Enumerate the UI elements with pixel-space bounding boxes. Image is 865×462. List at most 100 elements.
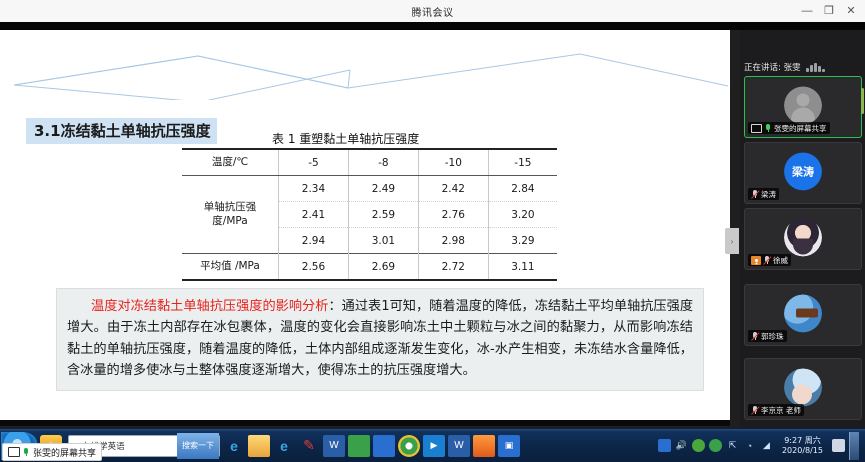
- table-header-temperature: 温度/℃: [182, 148, 279, 176]
- participant-namebar-1: 梁涛: [748, 188, 779, 200]
- rail-scrollbar[interactable]: [861, 88, 864, 114]
- folder-icon[interactable]: [248, 434, 270, 457]
- table-cell: 2.42: [417, 175, 489, 202]
- table-cell: 3.01: [347, 227, 419, 254]
- blue-app-icon[interactable]: [373, 434, 395, 457]
- screen-share-frame-top: [0, 22, 865, 30]
- table-row: 温度/℃ -5 -8 -10 -15: [182, 148, 557, 176]
- table-cell: -8: [347, 148, 419, 176]
- participant-tile-4[interactable]: 李京京 老师: [744, 358, 862, 420]
- now-speaking-text: 正在讲话: 张雯: [744, 63, 801, 73]
- table-cell: 2.59: [347, 201, 419, 228]
- close-icon[interactable]: ✕: [846, 4, 856, 17]
- search-input-value: 在线学英语: [82, 440, 125, 451]
- table-cell: 2.94: [278, 227, 349, 254]
- volume-icon[interactable]: 🔊: [675, 440, 688, 450]
- table-cell: -15: [487, 148, 557, 176]
- table-cell: 3.11: [487, 253, 557, 281]
- mic-off-icon: [751, 405, 760, 415]
- table-cell: 2.98: [417, 227, 489, 254]
- participant-tile-1[interactable]: 梁涛 梁涛: [744, 142, 862, 204]
- table-row: 单轴抗压强 度/MPa 2.34 2.49 2.42 2.84: [182, 175, 557, 254]
- search-button[interactable]: 搜索一下: [177, 432, 219, 459]
- minimize-icon[interactable]: —: [801, 4, 813, 17]
- mic-on-icon: [764, 123, 772, 133]
- orange-icon[interactable]: [473, 434, 495, 457]
- table-cell: 2.72: [417, 253, 489, 281]
- green-app-icon[interactable]: [348, 434, 370, 457]
- table-cell: 3.29: [487, 227, 557, 254]
- photo-avatar-icon: [784, 218, 822, 257]
- mic-on-icon: [23, 447, 30, 457]
- show-desktop-button[interactable]: [849, 431, 859, 460]
- screen-share-badge[interactable]: 张雯的屏幕共享: [2, 443, 103, 461]
- initials-avatar-icon: 梁涛: [784, 152, 822, 191]
- person-avatar-icon: [784, 86, 822, 125]
- participant-name: 梁涛: [761, 189, 776, 199]
- strength-label-line2: 度/MPa: [212, 214, 248, 227]
- table-cell: 2.69: [347, 253, 419, 281]
- chrome-icon[interactable]: [398, 434, 420, 457]
- mic-off-icon: [751, 189, 760, 199]
- maximize-icon[interactable]: ❐: [824, 4, 834, 17]
- media-icon[interactable]: ▶: [423, 434, 445, 457]
- host-icon: [751, 255, 761, 265]
- shield-icon[interactable]: [708, 439, 722, 452]
- table-cell: -10: [417, 148, 489, 176]
- table-cell: 2.41: [278, 201, 349, 228]
- avatar: [784, 86, 822, 125]
- participant-name: 李京京 老师: [761, 405, 801, 415]
- strength-label-line1: 单轴抗压强: [203, 201, 257, 214]
- word-icon[interactable]: W: [323, 434, 345, 457]
- tray-green-icon[interactable]: [691, 439, 705, 452]
- avatar: [784, 218, 822, 257]
- table-row: 平均值 /MPa 2.56 2.69 2.72 3.11: [182, 253, 557, 281]
- table-header-strength: 单轴抗压强 度/MPa: [182, 175, 279, 254]
- rail-collapse-handle[interactable]: ›: [725, 228, 739, 254]
- photo-avatar-icon: [784, 368, 822, 407]
- screen-share-badge-label: 张雯的屏幕共享: [33, 448, 97, 459]
- window-controls: — ❐ ✕: [797, 0, 861, 22]
- cam-icon[interactable]: ▣: [498, 434, 520, 457]
- decorative-zigzag-lines: [13, 53, 729, 100]
- signal-icon[interactable]: ◢: [763, 440, 770, 450]
- photo-avatar-icon: [784, 294, 822, 333]
- clock-date: 2020/8/15: [781, 445, 823, 455]
- participant-namebar-4: 李京京 老师: [748, 404, 804, 416]
- table-header-average: 平均值 /MPa: [182, 253, 279, 281]
- participant-namebar-0: 张雯的屏幕共享: [748, 122, 830, 134]
- table-cell: -5: [278, 148, 349, 176]
- participant-name: 张雯的屏幕共享: [774, 123, 827, 133]
- participant-namebar-2: 徐威: [748, 254, 791, 266]
- monitor-icon: [8, 447, 20, 457]
- screen-share-icon: [751, 123, 762, 133]
- avatar: [784, 368, 822, 407]
- pen-icon[interactable]: ✎: [303, 437, 315, 453]
- mic-off-icon: [751, 331, 760, 341]
- table-cell: 2.49: [347, 175, 419, 202]
- notification-icon[interactable]: [832, 439, 845, 452]
- page-title: 3.1冻结黏土单轴抗压强度: [26, 118, 217, 144]
- taskbar-clock[interactable]: 9:27 周六 2020/8/15: [782, 436, 823, 456]
- table-cell: 2.56: [278, 253, 349, 281]
- table-cell: 3.20: [487, 201, 557, 228]
- system-tray: 🔊 ⇱ ◔ ◢ 9:27 周六 2020/8/15: [657, 431, 865, 460]
- now-speaking-label: 正在讲话: 张雯: [744, 60, 860, 74]
- tray-app-icon[interactable]: [657, 439, 671, 452]
- audio-wave-icon: [805, 62, 825, 72]
- ie-browser-icon[interactable]: e: [280, 437, 288, 454]
- participant-tile-2[interactable]: 徐威: [744, 208, 862, 270]
- network-icon[interactable]: ◔: [746, 440, 753, 451]
- avatar: 梁涛: [784, 152, 822, 191]
- participant-name: 徐威: [773, 255, 788, 265]
- search-input[interactable]: e 在线学英语 搜索一下: [68, 432, 220, 459]
- ie-browser-icon[interactable]: e: [230, 437, 238, 454]
- table-cell: 2.34: [278, 175, 349, 202]
- participant-tile-0[interactable]: 张雯的屏幕共享: [744, 76, 862, 138]
- participant-tile-3[interactable]: 郭珍珠: [744, 284, 862, 346]
- mic-off-icon: [763, 255, 772, 265]
- shared-screen-slide: 3.1冻结黏土单轴抗压强度 表 1 重塑黏土单轴抗压强度 温度/℃ -5 -8 …: [0, 30, 730, 420]
- w-icon[interactable]: W: [448, 434, 470, 457]
- tray-arrow-icon[interactable]: ⇱: [728, 440, 737, 450]
